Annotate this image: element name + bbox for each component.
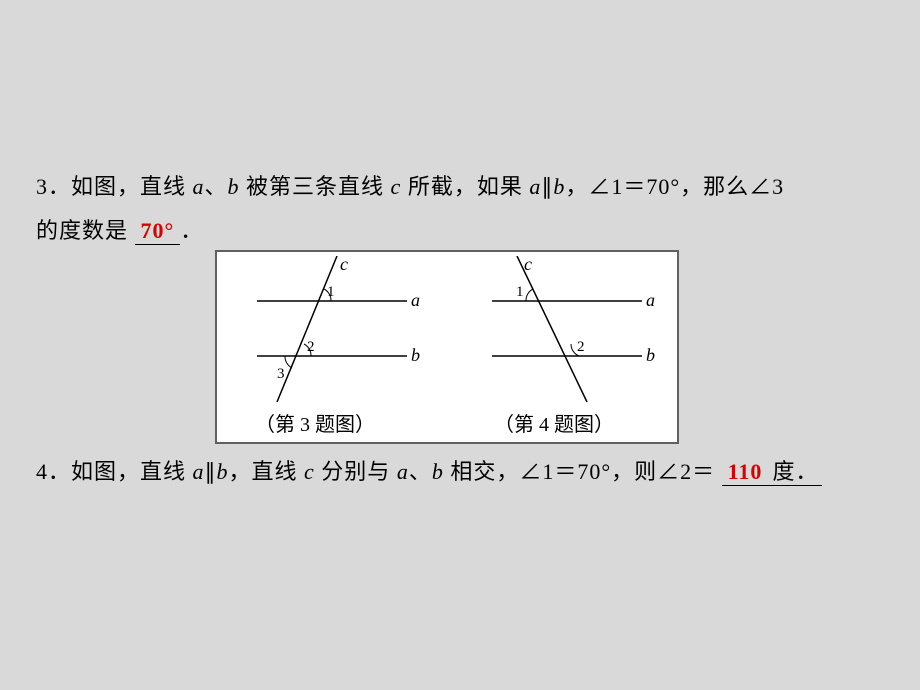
q3-sep1: 、	[205, 174, 228, 199]
q4-var-a: a	[193, 459, 205, 484]
q3-mid1: 被第三条直线	[240, 174, 391, 199]
q4-unit: 度．	[768, 459, 822, 486]
q3-parallel: ∥	[541, 174, 553, 199]
figure-3-diagram: c a b 1 2 3	[227, 256, 427, 406]
fig3-label-c: c	[340, 256, 348, 274]
q3-line2-prefix: 的度数是	[36, 218, 128, 243]
q3-prefix: 3．如图，直线	[36, 174, 193, 199]
fig3-angle-2: 2	[307, 339, 315, 355]
fig3-angle-3: 3	[277, 366, 285, 382]
figure-4-diagram: c a b 1 2	[462, 256, 662, 406]
q3-var-b: b	[228, 174, 240, 199]
q4-mid3: 相交，∠1＝70°，则∠2＝	[444, 459, 715, 484]
q3-answer: 70°	[135, 218, 181, 245]
q4-prefix: 4．如图，直线	[36, 459, 193, 484]
fig3-angle-1: 1	[327, 284, 335, 300]
fig4-label-b: b	[646, 345, 655, 365]
figure-panel: c a b 1 2 3 （第 3 题图） c a b 1 2 （第 4 题图）	[215, 250, 679, 444]
q3-var-b2: b	[553, 174, 565, 199]
q3-suffix: ．	[180, 218, 203, 243]
q4-mid2: 分别与	[315, 459, 397, 484]
fig4-angle-1: 1	[516, 284, 524, 300]
question-3-text: 3．如图，直线 a、b 被第三条直线 c 所截，如果 a∥b，∠1＝70°，那么…	[36, 165, 886, 253]
page: 3．如图，直线 a、b 被第三条直线 c 所截，如果 a∥b，∠1＝70°，那么…	[0, 0, 920, 690]
q4-var-b2: b	[432, 459, 444, 484]
fig4-label-c: c	[524, 256, 532, 274]
fig3-label-b: b	[411, 345, 420, 365]
q4-var-b: b	[217, 459, 229, 484]
q4-answer: 110	[722, 459, 769, 486]
fig4-label-a: a	[646, 290, 655, 310]
q3-var-a: a	[193, 174, 205, 199]
q4-mid1: ，直线	[229, 459, 305, 484]
q4-parallel: ∥	[205, 459, 217, 484]
q3-var-a2: a	[529, 174, 541, 199]
fig4-angle-2: 2	[577, 339, 585, 355]
q4-var-c: c	[304, 459, 315, 484]
q3-var-c: c	[391, 174, 402, 199]
q3-mid2: 所截，如果	[401, 174, 529, 199]
figure-4-caption: （第 4 题图）	[494, 408, 614, 437]
fig3-label-a: a	[411, 290, 420, 310]
q4-sep: 、	[409, 459, 432, 484]
q3-mid3: ，∠1＝70°，那么∠3	[565, 174, 784, 199]
figure-3-caption: （第 3 题图）	[255, 408, 375, 437]
q4-var-a2: a	[397, 459, 409, 484]
question-4-text: 4．如图，直线 a∥b，直线 c 分别与 a、b 相交，∠1＝70°，则∠2＝ …	[36, 450, 886, 494]
